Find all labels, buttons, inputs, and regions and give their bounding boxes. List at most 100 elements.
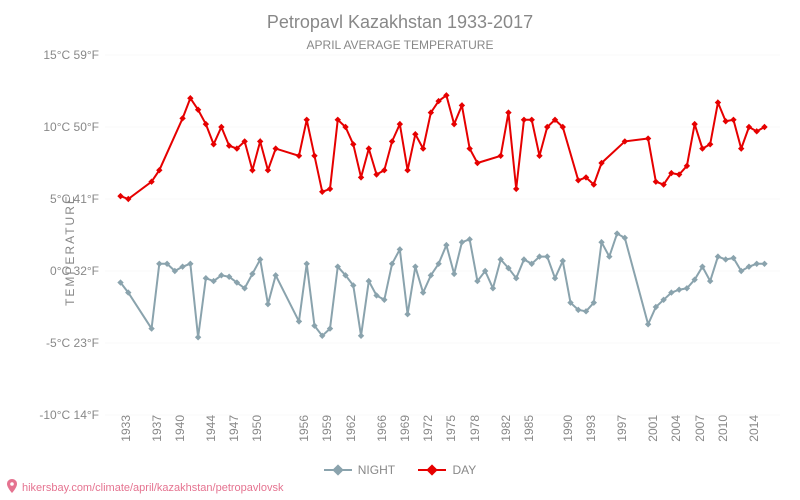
marker-day — [389, 138, 395, 144]
marker-night — [412, 263, 418, 269]
marker-day — [715, 99, 721, 105]
xtick-label: 1966 — [373, 415, 389, 442]
marker-night — [466, 236, 472, 242]
marker-day — [311, 153, 317, 159]
marker-night — [544, 253, 550, 259]
marker-day — [730, 117, 736, 123]
attribution-text: hikersbay.com/climate/april/kazakhstan/p… — [22, 482, 283, 494]
xtick-label: 1997 — [613, 415, 629, 442]
marker-day — [451, 121, 457, 127]
ytick-label: -10°C 14°F — [39, 408, 105, 422]
marker-day — [117, 193, 123, 199]
marker-day — [327, 186, 333, 192]
xtick-label: 1956 — [295, 415, 311, 442]
series-line-night — [121, 234, 765, 338]
marker-day — [529, 117, 535, 123]
marker-day — [513, 186, 519, 192]
xtick-label: 1972 — [419, 415, 435, 442]
marker-night — [203, 275, 209, 281]
xtick-label: 1940 — [171, 415, 187, 442]
xtick-label: 2014 — [745, 415, 761, 442]
marker-night — [552, 275, 558, 281]
legend-item-night: NIGHT — [324, 463, 395, 477]
xtick-label: 1959 — [318, 415, 334, 442]
legend-label-day: DAY — [452, 463, 476, 477]
marker-day — [521, 117, 527, 123]
marker-night — [358, 333, 364, 339]
marker-day — [272, 145, 278, 151]
marker-day — [257, 138, 263, 144]
marker-night — [420, 289, 426, 295]
xtick-label: 1978 — [466, 415, 482, 442]
xtick-label: 1947 — [225, 415, 241, 442]
xtick-label: 1969 — [396, 415, 412, 442]
map-pin-icon — [6, 479, 18, 496]
marker-day — [304, 117, 310, 123]
marker-day — [218, 124, 224, 130]
marker-night — [443, 242, 449, 248]
ytick-label: 5°C 41°F — [50, 192, 105, 206]
marker-day — [691, 121, 697, 127]
marker-day — [722, 118, 728, 124]
marker-day — [653, 179, 659, 185]
marker-night — [754, 261, 760, 267]
marker-day — [210, 141, 216, 147]
xtick-label: 1950 — [248, 415, 264, 442]
series-line-day — [121, 95, 765, 199]
marker-day — [179, 115, 185, 121]
chart-title: Petropavl Kazakhstan 1933-2017 — [0, 12, 800, 33]
xtick-label: 2001 — [644, 415, 660, 442]
legend-label-night: NIGHT — [358, 463, 395, 477]
marker-day — [645, 135, 651, 141]
marker-day — [319, 189, 325, 195]
marker-day — [536, 153, 542, 159]
ytick-label: 0°C 32°F — [50, 264, 105, 278]
marker-day — [358, 174, 364, 180]
y-axis-label: TEMPERATURE — [63, 194, 77, 306]
plot-area: -10°C 14°F-5°C 23°F0°C 32°F5°C 41°F10°C … — [105, 55, 780, 415]
marker-day — [226, 143, 232, 149]
marker-night — [490, 285, 496, 291]
marker-night — [722, 256, 728, 262]
marker-day — [738, 145, 744, 151]
marker-night — [304, 261, 310, 267]
marker-night — [645, 321, 651, 327]
xtick-label: 1985 — [520, 415, 536, 442]
marker-night — [676, 287, 682, 293]
marker-day — [497, 153, 503, 159]
marker-night — [451, 271, 457, 277]
xtick-label: 1993 — [582, 415, 598, 442]
ytick-label: 15°C 59°F — [43, 48, 105, 62]
xtick-label: 1933 — [117, 415, 133, 442]
attribution: hikersbay.com/climate/april/kazakhstan/p… — [6, 479, 283, 496]
marker-day — [249, 167, 255, 173]
legend: NIGHT DAY — [0, 463, 800, 478]
legend-marker-night — [324, 465, 352, 475]
marker-night — [560, 258, 566, 264]
chart-svg — [105, 55, 780, 415]
marker-day — [366, 145, 372, 151]
chart-container: Petropavl Kazakhstan 1933-2017 APRIL AVE… — [0, 0, 800, 500]
xtick-label: 1944 — [202, 415, 218, 442]
marker-day — [296, 153, 302, 159]
marker-night — [187, 261, 193, 267]
xtick-label: 2004 — [667, 415, 683, 442]
xtick-label: 1937 — [148, 415, 164, 442]
xtick-label: 1982 — [497, 415, 513, 442]
marker-day — [404, 167, 410, 173]
marker-day — [265, 167, 271, 173]
legend-item-day: DAY — [418, 463, 476, 477]
marker-night — [195, 334, 201, 340]
xtick-label: 2010 — [714, 415, 730, 442]
chart-subtitle: APRIL AVERAGE TEMPERATURE — [0, 38, 800, 52]
xtick-label: 1975 — [442, 415, 458, 442]
marker-night — [156, 261, 162, 267]
marker-night — [404, 311, 410, 317]
marker-night — [761, 261, 767, 267]
xtick-label: 1962 — [342, 415, 358, 442]
marker-night — [715, 253, 721, 259]
xtick-label: 2007 — [691, 415, 707, 442]
marker-night — [459, 239, 465, 245]
marker-day — [350, 141, 356, 147]
legend-marker-day — [418, 465, 446, 475]
